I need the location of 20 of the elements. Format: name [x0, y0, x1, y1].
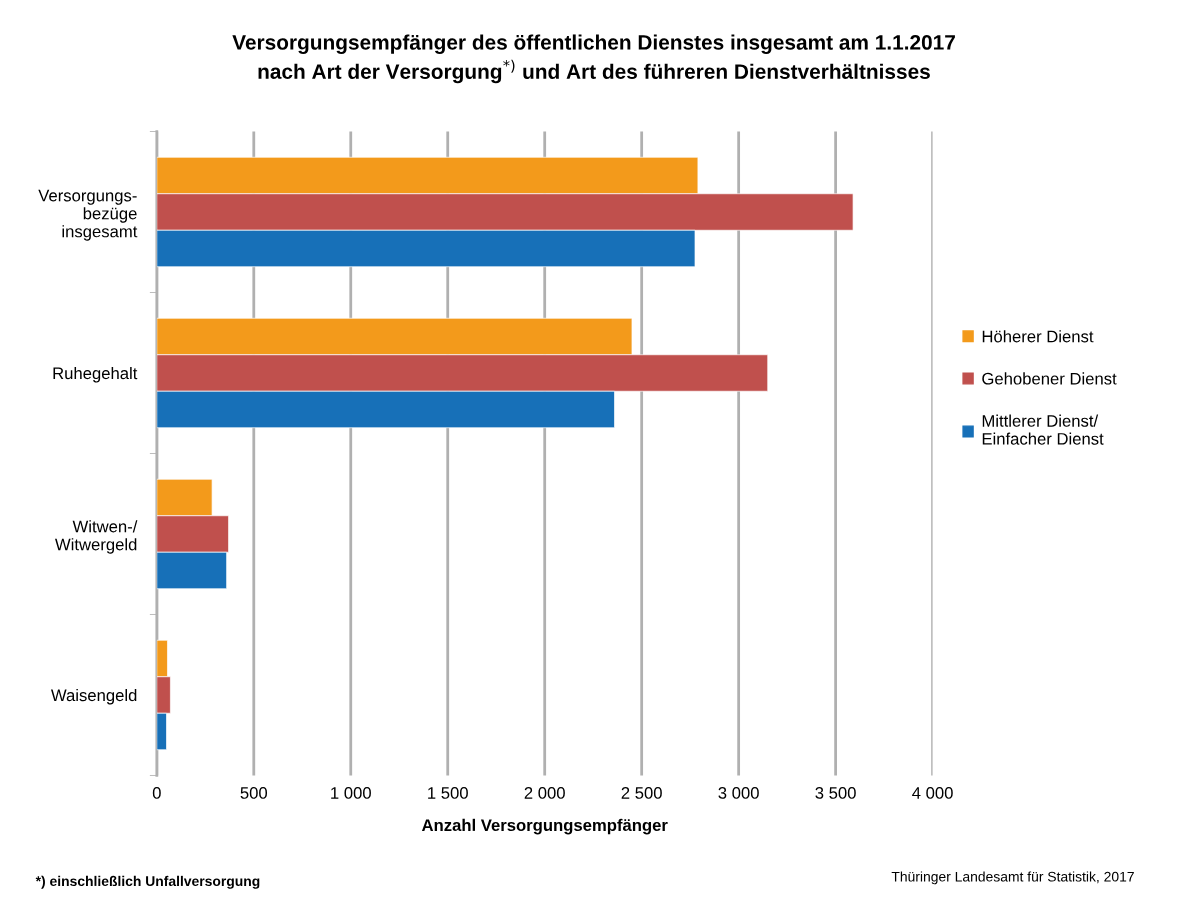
x-tick-label: 500	[240, 787, 268, 799]
x-tick-label: 1 000	[331, 787, 371, 799]
y-tick-label: Ruhegehalt	[53, 366, 138, 383]
x-axis-title: Anzahl Versorgungsempfänger	[421, 818, 668, 835]
y-tick-label: Versorgungs- bezüge insgesamt	[38, 189, 138, 241]
y-tick-label: Witwen-/ Witwergeld	[55, 520, 138, 554]
text: Thüringer Landesamt für Statistik, 2017	[891, 871, 1134, 885]
y-tick-label: Waisengeld	[50, 688, 137, 705]
x-tick-label: 2 000	[524, 787, 565, 799]
legend-label: Gehobener Dienst	[982, 372, 1117, 385]
x-tick-label: 4 000	[912, 787, 953, 799]
chart-title: Versorgungsempfänger des öffentlichen Dienstes insgesamt am 1.1.2017 nach Art der Versorgung$^{*)}$ und Art des führeren Dienstverhältnisses	[232, 34, 955, 84]
x-tick-label: 3 000	[718, 787, 759, 799]
x-tick-label: 3 500	[815, 787, 856, 799]
legend-label: Höherer Dienst	[982, 330, 1094, 343]
x-tick-label: 2 500	[621, 787, 662, 799]
legend-label: Mittlerer Dienst/ Einfacher Dienst	[982, 414, 1104, 445]
x-tick-label: 0	[152, 787, 161, 799]
text: *) einschließlich Unfallversorgung	[35, 875, 260, 889]
x-tick-label: 1 500	[428, 787, 468, 799]
